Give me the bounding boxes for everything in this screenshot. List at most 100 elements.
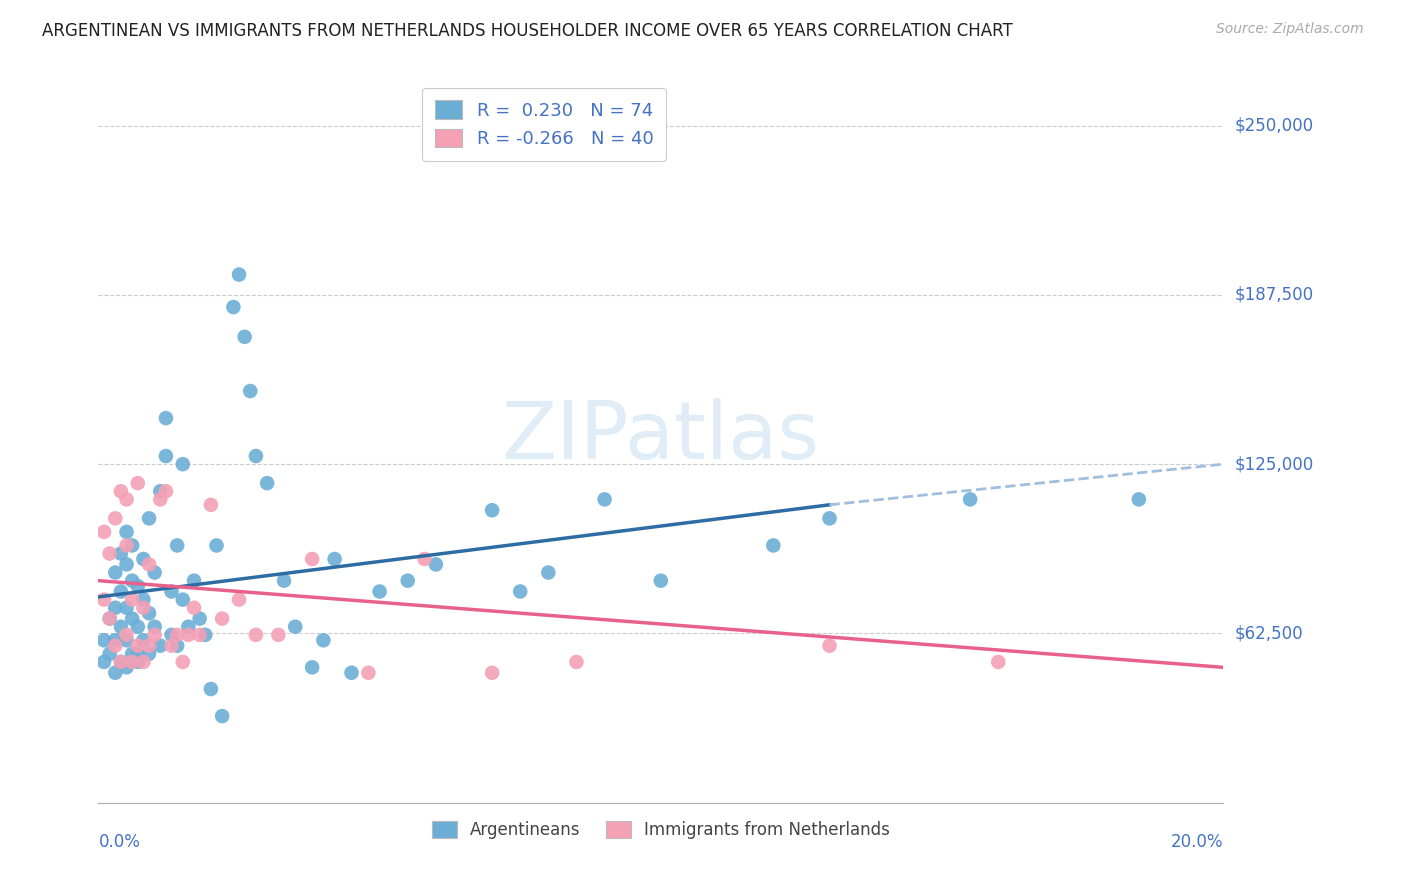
Point: [98, 647, 121, 661]
Point: [593, 492, 616, 507]
Point: [115, 633, 138, 648]
Point: [166, 628, 188, 642]
Point: [132, 655, 155, 669]
Point: [127, 579, 149, 593]
Point: [115, 600, 138, 615]
Point: [301, 660, 323, 674]
Point: [987, 655, 1010, 669]
Point: [155, 484, 177, 499]
Point: [183, 574, 205, 588]
Point: [172, 592, 194, 607]
Point: [239, 384, 262, 398]
Point: [115, 492, 138, 507]
Point: [194, 628, 217, 642]
Point: [340, 665, 363, 680]
Point: [357, 665, 380, 680]
Point: [93, 633, 115, 648]
Point: [177, 628, 200, 642]
Point: [200, 681, 222, 696]
Point: [121, 611, 143, 625]
Point: [104, 600, 127, 615]
Point: [323, 552, 346, 566]
Point: [368, 584, 391, 599]
Text: $62,500: $62,500: [1234, 624, 1303, 642]
Point: [818, 639, 841, 653]
Point: [121, 592, 143, 607]
Point: [104, 639, 127, 653]
Point: [93, 524, 115, 539]
Point: [149, 484, 172, 499]
Point: [413, 552, 436, 566]
Point: [121, 574, 143, 588]
Point: [211, 611, 233, 625]
Point: [228, 268, 250, 282]
Point: [650, 574, 672, 588]
Point: [115, 524, 138, 539]
Text: $125,000: $125,000: [1234, 455, 1313, 473]
Point: [115, 660, 138, 674]
Point: [312, 633, 335, 648]
Point: [267, 628, 290, 642]
Text: Source: ZipAtlas.com: Source: ZipAtlas.com: [1216, 22, 1364, 37]
Point: [200, 498, 222, 512]
Point: [110, 620, 132, 634]
Point: [959, 492, 981, 507]
Point: [138, 647, 160, 661]
Point: [138, 639, 160, 653]
Point: [155, 449, 177, 463]
Point: [127, 639, 149, 653]
Point: [121, 647, 143, 661]
Point: [222, 300, 245, 314]
Text: $250,000: $250,000: [1234, 117, 1313, 135]
Point: [115, 558, 138, 572]
Point: [132, 592, 155, 607]
Text: ARGENTINEAN VS IMMIGRANTS FROM NETHERLANDS HOUSEHOLDER INCOME OVER 65 YEARS CORR: ARGENTINEAN VS IMMIGRANTS FROM NETHERLAN…: [42, 22, 1012, 40]
Point: [228, 592, 250, 607]
Point: [143, 628, 166, 642]
Point: [132, 552, 155, 566]
Point: [138, 606, 160, 620]
Point: [115, 628, 138, 642]
Point: [160, 584, 183, 599]
Point: [818, 511, 841, 525]
Legend: Argentineans, Immigrants from Netherlands: Argentineans, Immigrants from Netherland…: [422, 811, 900, 849]
Text: ZIPatlas: ZIPatlas: [502, 398, 820, 476]
Point: [149, 492, 172, 507]
Point: [127, 476, 149, 491]
Point: [149, 639, 172, 653]
Point: [481, 503, 503, 517]
Point: [143, 566, 166, 580]
Point: [481, 665, 503, 680]
Point: [256, 476, 278, 491]
Point: [205, 538, 228, 552]
Point: [160, 639, 183, 653]
Point: [121, 538, 143, 552]
Point: [138, 511, 160, 525]
Point: [98, 611, 121, 625]
Point: [183, 600, 205, 615]
Point: [127, 647, 149, 661]
Point: [110, 547, 132, 561]
Point: [177, 620, 200, 634]
Point: [143, 620, 166, 634]
Point: [509, 584, 531, 599]
Point: [132, 633, 155, 648]
Point: [245, 628, 267, 642]
Point: [110, 584, 132, 599]
Point: [121, 655, 143, 669]
Point: [104, 633, 127, 648]
Point: [110, 655, 132, 669]
Point: [565, 655, 588, 669]
Text: 0.0%: 0.0%: [98, 833, 141, 851]
Point: [245, 449, 267, 463]
Point: [127, 655, 149, 669]
Point: [160, 628, 183, 642]
Point: [98, 547, 121, 561]
Point: [211, 709, 233, 723]
Point: [425, 558, 447, 572]
Point: [284, 620, 307, 634]
Point: [115, 538, 138, 552]
Point: [396, 574, 419, 588]
Point: [104, 566, 127, 580]
Point: [166, 538, 188, 552]
